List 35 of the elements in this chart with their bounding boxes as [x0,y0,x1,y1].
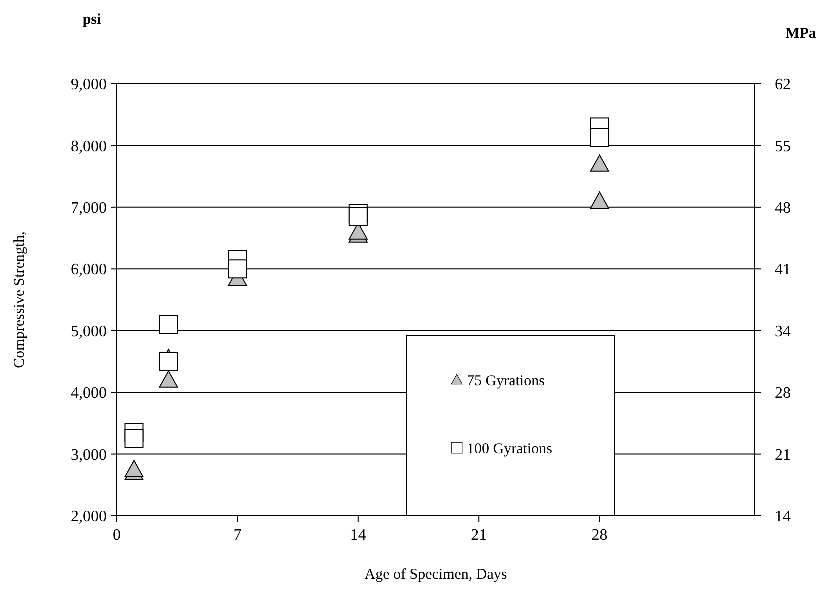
point [590,154,610,172]
y2-tick-label: 34 [775,323,791,340]
y2-tick-label: 21 [775,446,791,464]
point [590,192,610,209]
y-tick-label: 6,000 [71,262,107,279]
y-tick-label: 4,000 [71,385,107,402]
point [124,429,144,448]
y-tick-label: 5,000 [71,323,107,340]
point [228,260,248,279]
point [159,352,178,372]
y2-tick-label: 14 [775,508,791,526]
x-axis-title: Age of Specimen, Days [364,567,508,583]
y2-tick-label: 41 [775,262,791,279]
legend-label: 75 Gyrations [467,373,546,390]
x-tick-label: 28 [592,527,608,544]
y-axis-title: Compressive Strength, [12,232,28,368]
legend-label: 100 Gyrations [467,441,553,458]
point [159,370,178,388]
x-tick-label: 14 [350,527,366,544]
y-tick-label: 8,000 [71,138,107,156]
y-tick-label: 3,000 [71,446,107,464]
x-tick-label: 21 [471,527,488,544]
y-tick-label: 9,000 [71,76,107,94]
y2-tick-label: 48 [775,200,791,218]
x-tick-label: 7 [234,527,242,544]
y-tick-label: 7,000 [71,200,107,218]
point [124,460,144,478]
x-tick-label: 0 [113,527,121,544]
y2-tick-label: 55 [775,138,791,156]
y2-tick-label: 28 [775,385,791,402]
y2-tick-label: 62 [775,76,791,94]
text: psi [82,12,102,28]
y2-axis-title: MPa [786,26,817,42]
point [348,207,368,226]
y-tick-label: 2,000 [71,508,107,526]
